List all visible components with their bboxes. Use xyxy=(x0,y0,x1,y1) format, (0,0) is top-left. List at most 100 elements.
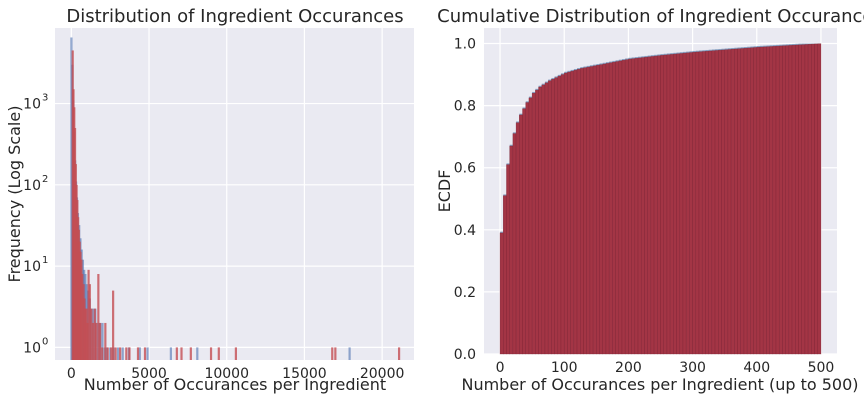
right-y-axis-label: ECDF xyxy=(435,170,454,213)
left-x-tick-label: 15000 xyxy=(282,366,327,382)
left-bar-series-1 xyxy=(196,347,199,360)
right-bar-series-1 xyxy=(538,86,543,355)
left-y-tick-label: 10 xyxy=(23,340,41,356)
left-y-tick-label: 10 xyxy=(23,178,41,194)
left-bar-series-1 xyxy=(116,347,120,360)
right-x-axis-label: Number of Occurances per Ingredient (up … xyxy=(461,375,858,394)
right-bar-series-1 xyxy=(795,44,799,355)
left-y-tick-label: 10 xyxy=(23,97,41,113)
right-bar-series-1 xyxy=(711,50,716,355)
right-bar-series-1 xyxy=(608,62,613,355)
right-bar-series-1 xyxy=(679,53,684,355)
right-y-tick-label: 1.0 xyxy=(454,37,476,53)
right-bar-series-1 xyxy=(692,51,697,355)
left-bar-series-2 xyxy=(106,347,109,360)
right-bar-series-1 xyxy=(727,49,732,355)
right-bar-series-1 xyxy=(557,75,562,355)
left-bar-series-2 xyxy=(217,347,220,360)
right-y-tick-label: 0.8 xyxy=(454,99,476,115)
right-x-tick-label: 0 xyxy=(496,360,505,376)
right-x-tick-label: 200 xyxy=(615,360,642,376)
right-bar-series-1 xyxy=(762,46,767,355)
left-plot-area xyxy=(55,28,414,360)
right-x-tick-label: 100 xyxy=(551,360,578,376)
left-bar-series-2 xyxy=(334,347,337,360)
left-x-tick-label: 0 xyxy=(67,366,76,382)
left-x-tick-label: 20000 xyxy=(360,366,405,382)
right-bar-series-1 xyxy=(682,52,687,355)
right-bar-series-1 xyxy=(567,71,571,355)
left-x-tick-label: 10000 xyxy=(204,366,249,382)
right-bar-series-1 xyxy=(506,164,510,355)
right-bar-series-1 xyxy=(515,122,520,355)
right-bar-series-1 xyxy=(814,43,818,355)
right-bar-series-1 xyxy=(509,145,514,355)
right-bar-series-1 xyxy=(544,82,549,355)
left-y-axis-label: Frequency (Log Scale) xyxy=(5,106,24,283)
right-bar-series-1 xyxy=(769,46,774,355)
left-bar-series-2 xyxy=(119,347,122,360)
right-bar-series-1 xyxy=(817,43,822,355)
left-bar-series-2 xyxy=(93,308,96,360)
right-bar-series-1 xyxy=(644,56,648,355)
right-bar-series-1 xyxy=(605,63,610,355)
left-bar-series-2 xyxy=(125,347,128,360)
left-bar-series-1 xyxy=(146,347,149,360)
right-y-ticks: 0.0 0.2 0.4 0.6 0.8 1.0 xyxy=(454,37,476,363)
right-bar-series-1 xyxy=(583,67,587,355)
right-bar-series-1 xyxy=(705,50,709,355)
right-bar-series-1 xyxy=(589,66,594,355)
right-bar-series-1 xyxy=(663,54,668,355)
left-bar-series-2 xyxy=(87,269,90,360)
right-bar-series-1 xyxy=(519,114,523,355)
right-bar-series-1 xyxy=(740,48,745,355)
left-bar-series-2 xyxy=(331,347,334,360)
right-bar-series-1 xyxy=(759,46,764,355)
left-bar-series-2 xyxy=(94,322,98,360)
right-bar-series-1 xyxy=(730,48,735,355)
left-y-tick-exponent: 3 xyxy=(42,93,48,104)
right-bar-series-1 xyxy=(714,50,719,355)
left-bar-series-2 xyxy=(128,347,131,360)
right-bar-series-1 xyxy=(634,58,639,355)
right-bar-series-1 xyxy=(666,54,671,355)
left-bar-series-2 xyxy=(104,322,107,360)
right-bar-series-1 xyxy=(554,77,559,355)
right-bar-series-1 xyxy=(541,84,546,355)
right-bar-series-1 xyxy=(592,65,597,355)
right-bar-series-1 xyxy=(596,65,600,355)
right-bar-series-1 xyxy=(657,55,661,355)
left-bar-series-2 xyxy=(136,347,140,360)
left-y-tick-exponent: 1 xyxy=(42,255,48,266)
right-bar-series-1 xyxy=(612,61,616,355)
right-bar-series-1 xyxy=(804,44,809,355)
right-bar-series-1 xyxy=(531,92,536,355)
left-bar-series-1 xyxy=(169,347,172,360)
right-bar-series-1 xyxy=(750,47,754,355)
left-bar-series-2 xyxy=(112,290,115,360)
right-bar-series-1 xyxy=(535,89,539,355)
right-bar-series-1 xyxy=(512,133,517,355)
right-x-tick-label: 400 xyxy=(743,360,770,376)
right-bar-series-1 xyxy=(599,64,603,355)
right-bar-series-1 xyxy=(631,58,636,355)
right-bar-series-1 xyxy=(499,232,504,355)
right-bar-series-1 xyxy=(766,46,770,355)
right-y-tick-label: 0.2 xyxy=(454,285,476,301)
right-bar-series-1 xyxy=(618,60,623,355)
left-y-tick-label: 10 xyxy=(23,259,41,275)
left-bar-series-2 xyxy=(97,273,100,360)
right-bar-series-1 xyxy=(708,50,713,355)
right-bar-series-1 xyxy=(602,63,607,355)
left-x-ticks: 0 5000 10000 15000 20000 xyxy=(67,366,405,382)
right-bar-series-1 xyxy=(685,52,690,355)
left-bar-series-2 xyxy=(88,284,91,360)
right-bar-series-1 xyxy=(673,53,677,355)
right-bar-series-1 xyxy=(721,49,725,355)
right-bar-series-1 xyxy=(522,108,526,355)
right-bar-series-1 xyxy=(772,46,777,355)
right-bar-series-1 xyxy=(734,48,738,355)
right-x-tick-label: 300 xyxy=(679,360,706,376)
right-bar-series-1 xyxy=(811,43,815,355)
